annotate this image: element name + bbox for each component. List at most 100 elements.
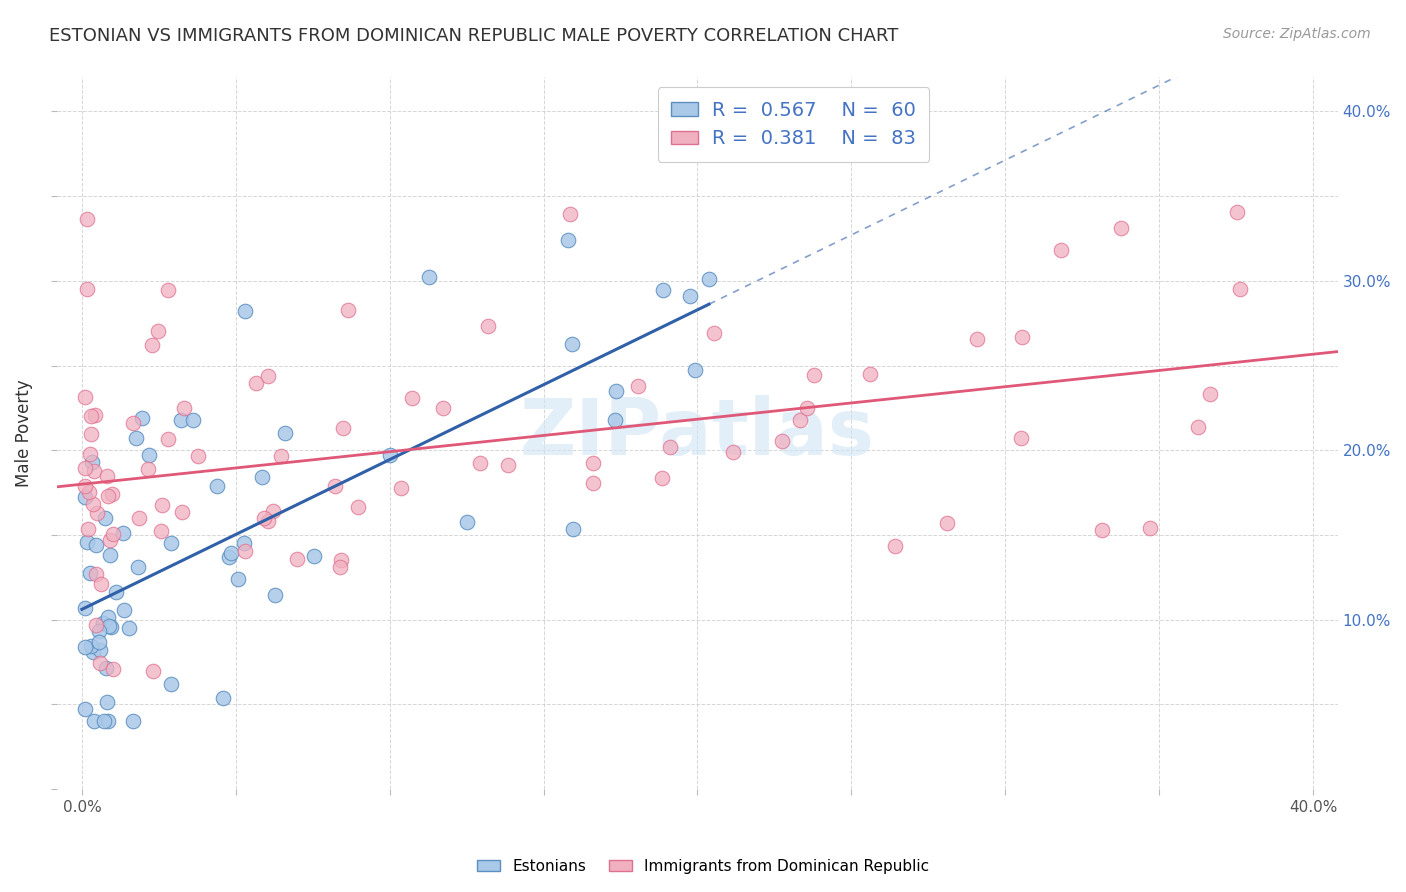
Point — [73, 390, 96, 404]
Point — [100, 620, 122, 634]
Point — [79, 566, 101, 581]
Point — [557, 233, 579, 247]
Point — [73, 478, 96, 492]
Point — [270, 449, 292, 463]
Point — [330, 553, 353, 567]
Point — [80, 409, 103, 424]
Point — [111, 526, 134, 541]
Point — [233, 304, 256, 318]
Point — [83, 464, 105, 478]
Point — [884, 539, 907, 553]
Point — [80, 455, 103, 469]
Point — [150, 498, 173, 512]
Point — [226, 572, 249, 586]
Point — [389, 481, 412, 495]
Point — [651, 471, 673, 485]
Point — [1229, 282, 1251, 296]
Point — [560, 207, 582, 221]
Point — [100, 533, 122, 548]
Point — [496, 458, 519, 472]
Point — [93, 714, 115, 729]
Point — [84, 538, 107, 552]
Point — [685, 363, 707, 377]
Point — [721, 444, 744, 458]
Point — [112, 602, 135, 616]
Point — [89, 656, 111, 670]
Y-axis label: Male Poverty: Male Poverty — [15, 379, 32, 487]
Point — [96, 695, 118, 709]
Point — [285, 552, 308, 566]
Point — [156, 283, 179, 297]
Point — [73, 701, 96, 715]
Point — [1010, 431, 1032, 445]
Point — [94, 661, 117, 675]
Point — [89, 643, 111, 657]
Point — [796, 401, 818, 416]
Point — [770, 434, 793, 448]
Point — [97, 610, 120, 624]
Point — [86, 566, 108, 581]
Point — [1226, 204, 1249, 219]
Point — [94, 510, 117, 524]
Point — [205, 479, 228, 493]
Point — [77, 522, 100, 536]
Point — [77, 484, 100, 499]
Point — [82, 497, 104, 511]
Point — [149, 524, 172, 538]
Point — [581, 456, 603, 470]
Point — [96, 714, 118, 729]
Point — [131, 410, 153, 425]
Point — [257, 368, 280, 383]
Point — [859, 367, 882, 381]
Point — [1139, 521, 1161, 535]
Text: Source: ZipAtlas.com: Source: ZipAtlas.com — [1223, 27, 1371, 41]
Point — [212, 690, 235, 705]
Point — [627, 379, 650, 393]
Point — [468, 456, 491, 470]
Point — [122, 714, 145, 729]
Point — [697, 272, 720, 286]
Point — [79, 447, 101, 461]
Point — [98, 619, 121, 633]
Point — [233, 543, 256, 558]
Point — [104, 585, 127, 599]
Point — [418, 270, 440, 285]
Point — [125, 431, 148, 445]
Point — [73, 600, 96, 615]
Point — [561, 336, 583, 351]
Point — [127, 560, 149, 574]
Point — [76, 281, 98, 295]
Point — [966, 332, 988, 346]
Point — [170, 413, 193, 427]
Point — [274, 426, 297, 441]
Point — [233, 535, 256, 549]
Point — [337, 302, 360, 317]
Point — [118, 621, 141, 635]
Point — [582, 475, 605, 490]
Point — [141, 337, 163, 351]
Point — [142, 664, 165, 678]
Point — [83, 408, 105, 422]
Point — [89, 624, 111, 639]
Point — [90, 576, 112, 591]
Point — [97, 489, 120, 503]
Point — [401, 392, 423, 406]
Point — [323, 479, 346, 493]
Point — [1091, 524, 1114, 538]
Point — [1109, 220, 1132, 235]
Point — [121, 416, 143, 430]
Point — [218, 549, 240, 564]
Point — [83, 714, 105, 729]
Point — [456, 515, 478, 529]
Point — [181, 413, 204, 427]
Point — [73, 490, 96, 504]
Text: ZIPatlas: ZIPatlas — [520, 395, 875, 471]
Point — [187, 450, 209, 464]
Point — [76, 212, 98, 227]
Point — [245, 376, 267, 390]
Point — [253, 510, 276, 524]
Point — [652, 283, 675, 297]
Point — [264, 588, 287, 602]
Point — [256, 514, 278, 528]
Point — [101, 662, 124, 676]
